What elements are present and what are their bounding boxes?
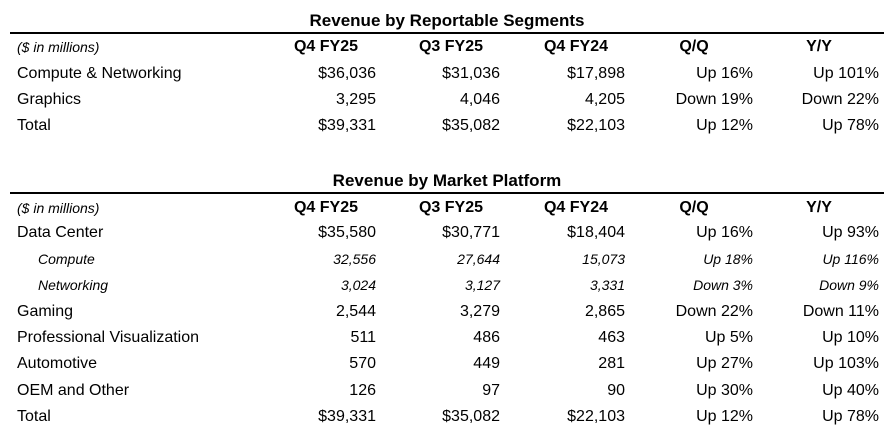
cell-q4fy25: $39,331 bbox=[318, 408, 376, 425]
cell-qq: Up 27% bbox=[696, 355, 753, 372]
title-rule bbox=[10, 192, 884, 194]
cell-yy: Up 40% bbox=[822, 382, 879, 399]
cell-yy: Down 9% bbox=[819, 277, 879, 293]
table-row: Total $39,331 $35,082 $22,103 Up 12% Up … bbox=[10, 404, 884, 430]
cell-q3fy25: 449 bbox=[473, 355, 500, 372]
cell-q4fy24: 15,073 bbox=[582, 251, 625, 267]
row-label: Total bbox=[17, 408, 51, 425]
cell-q3fy25: $31,036 bbox=[442, 65, 500, 82]
cell-yy: Up 101% bbox=[813, 65, 879, 82]
table-row: OEM and Other 126 97 90 Up 30% Up 40% bbox=[10, 378, 884, 404]
row-label: Total bbox=[17, 117, 51, 134]
col-header-qq: Q/Q bbox=[679, 199, 709, 216]
cell-qq: Down 19% bbox=[675, 91, 753, 108]
cell-qq: Up 16% bbox=[696, 224, 753, 241]
table-row: Professional Visualization 511 486 463 U… bbox=[10, 325, 884, 351]
row-label: Graphics bbox=[17, 91, 82, 108]
cell-q4fy24: 90 bbox=[607, 382, 625, 399]
row-label: Professional Visualization bbox=[17, 329, 200, 346]
table-row: Total $39,331 $35,082 $22,103 Up 12% Up … bbox=[10, 113, 884, 139]
col-header-q4fy24: Q4 FY24 bbox=[543, 199, 609, 216]
cell-q4fy25: $36,036 bbox=[318, 65, 376, 82]
cell-qq: Down 3% bbox=[693, 277, 753, 293]
cell-q4fy25: 3,024 bbox=[340, 277, 376, 293]
cell-yy: Down 11% bbox=[802, 303, 879, 320]
title-rule bbox=[10, 32, 884, 34]
table-row-sub: Compute 32,556 27,644 15,073 Up 18% Up 1… bbox=[10, 246, 884, 272]
cell-q4fy25: 570 bbox=[349, 355, 376, 372]
cell-yy: Up 116% bbox=[822, 251, 879, 267]
cell-q4fy24: 463 bbox=[598, 329, 625, 346]
cell-yy: Up 10% bbox=[822, 329, 879, 346]
col-header-q3fy25: Q3 FY25 bbox=[418, 38, 484, 55]
cell-qq: Up 16% bbox=[696, 65, 753, 82]
table-row: Compute & Networking $36,036 $31,036 $17… bbox=[10, 61, 884, 87]
cell-q4fy24: $22,103 bbox=[567, 117, 625, 134]
units-label: ($ in millions) bbox=[17, 200, 100, 216]
header-row: ($ in millions) Q4 FY25 Q3 FY25 Q4 FY24 … bbox=[10, 34, 884, 60]
table-row-sub: Networking 3,024 3,127 3,331 Down 3% Dow… bbox=[10, 272, 884, 298]
cell-q4fy25: 2,544 bbox=[335, 303, 376, 320]
section-title: Revenue by Reportable Segments bbox=[309, 11, 585, 30]
cell-qq: Down 22% bbox=[675, 303, 753, 320]
cell-q4fy25: 3,295 bbox=[335, 91, 376, 108]
col-header-q4fy24: Q4 FY24 bbox=[543, 38, 609, 55]
table-row: Graphics 3,295 4,046 4,205 Down 19% Down… bbox=[10, 87, 884, 113]
table-row: Data Center $35,580 $30,771 $18,404 Up 1… bbox=[10, 220, 884, 246]
header-row: ($ in millions) Q4 FY25 Q3 FY25 Q4 FY24 … bbox=[10, 195, 884, 221]
cell-qq: Up 5% bbox=[704, 329, 753, 346]
cell-q3fy25: $35,082 bbox=[442, 408, 500, 425]
row-label: Networking bbox=[38, 277, 109, 293]
cell-qq: Up 12% bbox=[696, 117, 753, 134]
cell-q4fy25: $35,580 bbox=[318, 224, 376, 241]
cell-q3fy25: 486 bbox=[473, 329, 500, 346]
cell-yy: Up 93% bbox=[822, 224, 879, 241]
cell-yy: Up 103% bbox=[813, 355, 879, 372]
cell-q4fy24: 281 bbox=[598, 355, 625, 372]
col-header-q3fy25: Q3 FY25 bbox=[418, 199, 484, 216]
cell-q4fy24: $17,898 bbox=[567, 65, 625, 82]
cell-yy: Down 22% bbox=[801, 91, 879, 108]
col-header-yy: Y/Y bbox=[806, 199, 832, 216]
col-header-q4fy25: Q4 FY25 bbox=[293, 38, 359, 55]
cell-q4fy24: 4,205 bbox=[584, 91, 625, 108]
row-label: Gaming bbox=[17, 303, 74, 320]
cell-yy: Up 78% bbox=[822, 117, 879, 134]
cell-qq: Up 18% bbox=[703, 251, 753, 267]
cell-q4fy25: 511 bbox=[350, 329, 376, 346]
cell-q3fy25: 97 bbox=[482, 382, 500, 399]
col-header-qq: Q/Q bbox=[679, 38, 709, 55]
row-label: Data Center bbox=[17, 224, 104, 241]
cell-q4fy25: $39,331 bbox=[318, 117, 376, 134]
row-label: OEM and Other bbox=[17, 382, 130, 399]
cell-qq: Up 30% bbox=[696, 382, 753, 399]
cell-q4fy25: 126 bbox=[349, 382, 376, 399]
col-header-q4fy25: Q4 FY25 bbox=[293, 199, 359, 216]
cell-qq: Up 12% bbox=[696, 408, 753, 425]
cell-q4fy24: 2,865 bbox=[584, 303, 625, 320]
cell-q3fy25: 3,279 bbox=[459, 303, 500, 320]
row-label: Compute bbox=[38, 251, 95, 267]
cell-q4fy24: $18,404 bbox=[567, 224, 625, 241]
cell-q3fy25: 27,644 bbox=[457, 251, 500, 267]
table-row: Automotive 570 449 281 Up 27% Up 103% bbox=[10, 351, 884, 377]
table-row: Gaming 2,544 3,279 2,865 Down 22% Down 1… bbox=[10, 299, 884, 325]
cell-q3fy25: $30,771 bbox=[442, 224, 500, 241]
cell-q4fy25: 32,556 bbox=[333, 251, 376, 267]
cell-q4fy24: 3,331 bbox=[589, 277, 625, 293]
cell-q3fy25: 3,127 bbox=[464, 277, 500, 293]
cell-q3fy25: $35,082 bbox=[442, 117, 500, 134]
row-label: Automotive bbox=[17, 355, 98, 372]
col-header-yy: Y/Y bbox=[806, 38, 832, 55]
cell-yy: Up 78% bbox=[822, 408, 879, 425]
cell-q3fy25: 4,046 bbox=[459, 91, 500, 108]
cell-q4fy24: $22,103 bbox=[567, 408, 625, 425]
row-label: Compute & Networking bbox=[17, 65, 182, 82]
section-title: Revenue by Market Platform bbox=[332, 171, 562, 190]
units-label: ($ in millions) bbox=[17, 39, 100, 55]
